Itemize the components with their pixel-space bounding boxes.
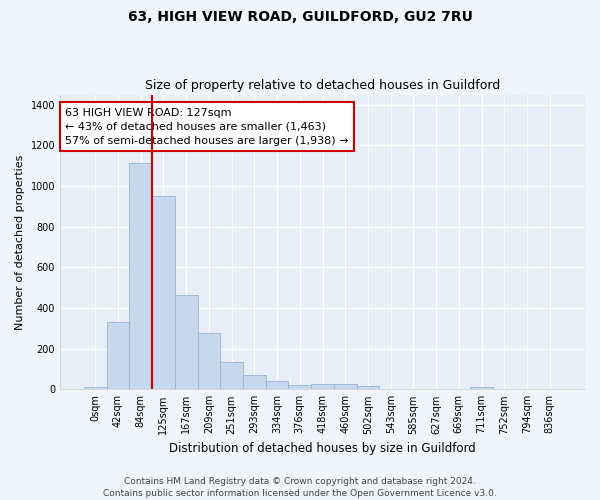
Bar	[107, 322, 130, 390]
Bar	[175, 295, 197, 390]
Bar	[197, 333, 220, 390]
Bar	[470, 386, 493, 390]
Bar	[152, 196, 175, 390]
Bar	[130, 162, 152, 390]
X-axis label: Distribution of detached houses by size in Guildford: Distribution of detached houses by size …	[169, 442, 476, 455]
Y-axis label: Number of detached properties: Number of detached properties	[15, 154, 25, 330]
Bar	[84, 388, 107, 390]
Text: 63 HIGH VIEW ROAD: 127sqm
← 43% of detached houses are smaller (1,463)
57% of se: 63 HIGH VIEW ROAD: 127sqm ← 43% of detac…	[65, 108, 349, 146]
Bar	[243, 375, 266, 390]
Bar	[356, 386, 379, 390]
Bar	[266, 381, 289, 390]
Bar	[334, 384, 356, 390]
Bar	[289, 385, 311, 390]
Text: 63, HIGH VIEW ROAD, GUILDFORD, GU2 7RU: 63, HIGH VIEW ROAD, GUILDFORD, GU2 7RU	[128, 10, 472, 24]
Title: Size of property relative to detached houses in Guildford: Size of property relative to detached ho…	[145, 79, 500, 92]
Text: Contains HM Land Registry data © Crown copyright and database right 2024.
Contai: Contains HM Land Registry data © Crown c…	[103, 476, 497, 498]
Bar	[311, 384, 334, 390]
Bar	[220, 362, 243, 390]
